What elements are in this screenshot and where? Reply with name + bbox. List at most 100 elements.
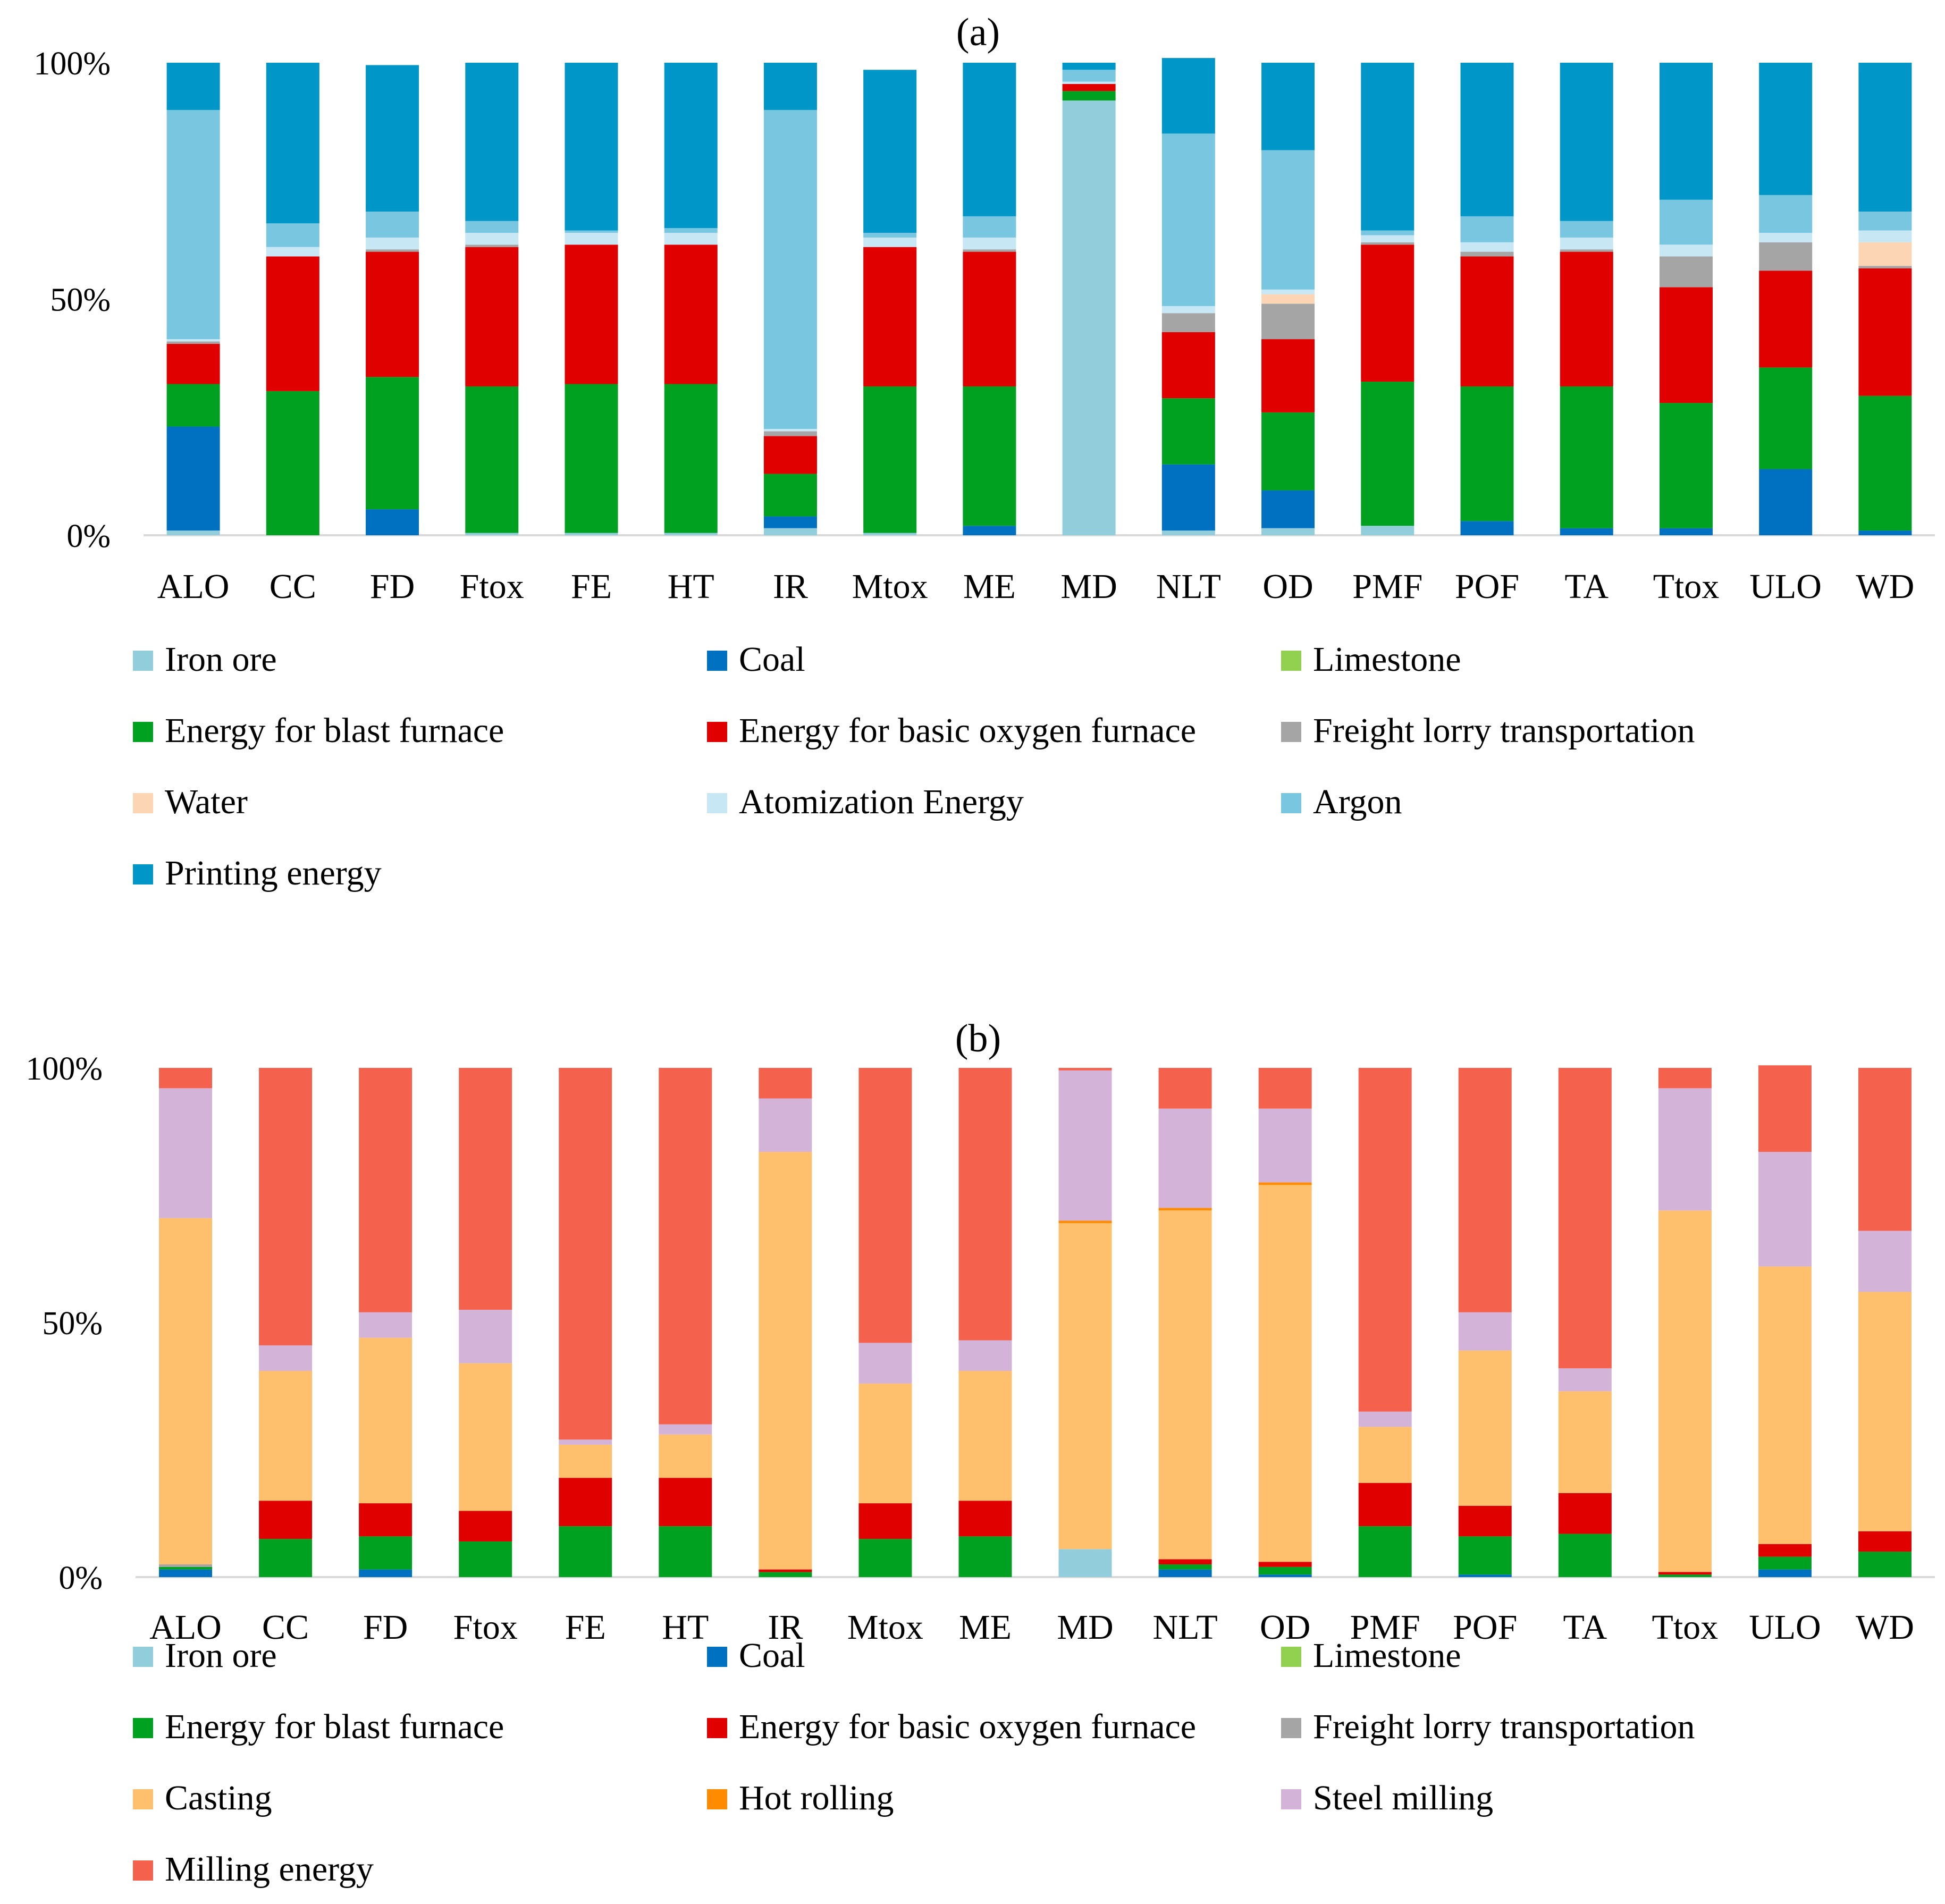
legend-label: Coal (739, 1636, 805, 1675)
bar-segment (1858, 212, 1912, 231)
bar-segment (1161, 313, 1215, 332)
bar-segment (1659, 287, 1713, 403)
x-tick-label: PMF (1352, 567, 1422, 606)
bar-segment (565, 245, 618, 384)
legend-swatch (1281, 1647, 1301, 1667)
bar-segment (1558, 1534, 1612, 1577)
bar-segment (559, 1439, 612, 1445)
bar-segment (259, 1345, 313, 1371)
bar-segment (366, 249, 419, 252)
bar-segment (1261, 304, 1315, 340)
bar-segment (1161, 398, 1215, 465)
bar-segment (1158, 1564, 1212, 1570)
bar-segment (1658, 1068, 1712, 1089)
bar-segment (465, 533, 519, 535)
x-tick-label: TA (1564, 567, 1609, 606)
bar-segment (1058, 1068, 1112, 1071)
bar-segment (963, 386, 1016, 526)
bar-segment (1858, 395, 1912, 531)
chart-b-axes: 0% 50% 100% ALO CC FD Ftox FE HT IR Mtox ME MD NLT OD P… (26, 1051, 1935, 1647)
x-tick-label: ALO (149, 1608, 222, 1647)
bar-segment (763, 436, 817, 474)
x-tick-label: WD (1856, 567, 1914, 606)
bar-segment (664, 228, 718, 233)
bar-segment (858, 1383, 912, 1504)
y-tick-label: 50% (50, 282, 111, 318)
bar-segment (359, 1536, 412, 1570)
bar-segment (266, 223, 319, 247)
bar-segment (1158, 1569, 1212, 1577)
bar-segment (266, 256, 319, 391)
bar-segment (1361, 526, 1414, 535)
bar-segment (1558, 1493, 1612, 1534)
bar-segment (1161, 530, 1215, 535)
bar-segment (759, 1572, 812, 1577)
bar-segment (1560, 386, 1613, 528)
x-tick-label: ULO (1749, 1608, 1821, 1647)
bar-segment (1158, 1108, 1212, 1208)
bar-segment (1258, 1182, 1312, 1185)
bar-segment (1161, 133, 1215, 306)
legend-swatch (133, 1647, 153, 1667)
bar-segment (1659, 63, 1713, 200)
bar-segment (1361, 245, 1414, 382)
x-tick-label: Ftox (453, 1608, 518, 1647)
bar-segment (1058, 1223, 1112, 1549)
x-tick-label: HT (662, 1608, 709, 1647)
bar-segment (259, 1501, 313, 1539)
x-tick-label: FD (363, 1608, 408, 1647)
bar-segment (366, 65, 419, 212)
bar-segment (958, 1501, 1012, 1537)
bar-segment (465, 63, 519, 221)
legend-label: Freight lorry transportation (1313, 1707, 1695, 1746)
bar-segment (159, 1566, 213, 1570)
bar-segment (1759, 271, 1813, 368)
bar-segment (1558, 1368, 1612, 1392)
bar-segment (863, 237, 917, 247)
bar-segment (858, 1503, 912, 1539)
bar-segment (763, 474, 817, 517)
chart-a-axes: 0% 50% 100% ALO CC FD Ftox FE HT IR Mtox ME MD NLT OD P… (33, 46, 1935, 606)
x-tick-label: Ttox (1653, 567, 1720, 606)
bar-segment (459, 1541, 512, 1577)
bar-segment (863, 533, 917, 535)
bar-segment (1659, 245, 1713, 257)
bar-segment (1858, 1552, 1912, 1577)
bar-segment (1261, 63, 1315, 150)
chart-b-title: (b) (955, 1017, 1001, 1060)
bar-segment (1458, 1574, 1512, 1577)
bar-segment (166, 339, 220, 342)
bar-segment (159, 1068, 213, 1089)
bar-segment (1460, 63, 1514, 216)
bar-segment (963, 216, 1016, 238)
legend-swatch (133, 722, 153, 742)
bar-segment (759, 1098, 812, 1152)
bar-segment (366, 237, 419, 250)
legend-label: Atomization Energy (739, 782, 1024, 821)
bar-segment (1261, 150, 1315, 290)
bar-segment (963, 63, 1016, 216)
bar-segment (559, 1444, 612, 1478)
bar-segment (858, 1343, 912, 1384)
bar-segment (159, 1569, 213, 1577)
x-tick-label: IR (768, 1608, 803, 1647)
bar-segment (763, 109, 817, 429)
bar-segment (1161, 332, 1215, 399)
legend-swatch (707, 793, 727, 813)
legend-label: Energy for basic oxygen furnace (739, 1707, 1196, 1746)
bar-segment (1058, 1070, 1112, 1221)
y-tick-label: 100% (26, 1051, 103, 1087)
chart-a: (a) 0% 50% 100% ALO CC FD Ftox FE HT IR Mtox ME MD NL… (33, 11, 1935, 892)
legend-swatch (1281, 1789, 1301, 1809)
x-tick-label: MD (1057, 1608, 1113, 1647)
x-tick-label: FE (565, 1608, 606, 1647)
bar-segment (159, 1218, 213, 1565)
bar-segment (1460, 521, 1514, 535)
x-tick-label: POF (1455, 567, 1519, 606)
bar-segment (166, 343, 220, 384)
legend-swatch (1281, 722, 1301, 742)
bar-segment (1758, 1065, 1812, 1152)
bar-segment (659, 1434, 712, 1478)
bar-segment (863, 386, 917, 533)
bar-segment (166, 426, 220, 531)
